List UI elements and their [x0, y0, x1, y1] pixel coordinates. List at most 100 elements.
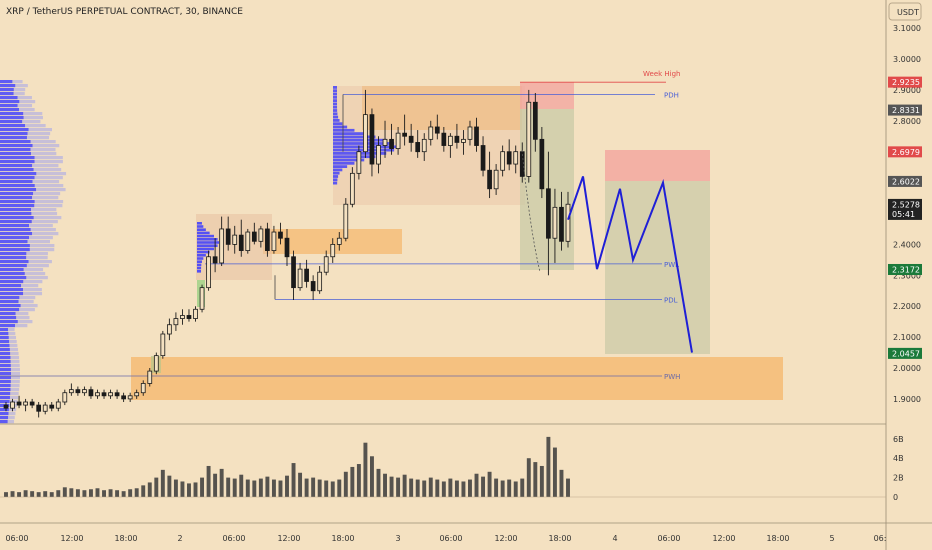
target-zone: [605, 181, 710, 354]
x-tick-label: 12:00: [60, 534, 83, 543]
volume-profile-bar: [0, 152, 31, 156]
volume-profile-bar: [19, 296, 36, 300]
volume-bar: [389, 476, 394, 497]
volume-bar: [239, 474, 244, 497]
volume-profile-bar: [0, 128, 29, 132]
x-tick-label: 18:00: [766, 534, 789, 543]
volume-tick-label: 2B: [893, 474, 904, 483]
volume-profile-bar: [0, 140, 31, 144]
volume-profile-bar: [19, 308, 35, 312]
candle-body: [206, 256, 211, 289]
volume-bar: [428, 477, 433, 497]
price-tag: [888, 198, 922, 220]
volume-profile-bar: [8, 328, 15, 332]
volume-profile-bar: [0, 144, 33, 148]
volume-profile-bar: [0, 308, 20, 312]
y-tick-label: 3.1000: [893, 24, 921, 33]
candle-body: [415, 142, 421, 153]
session-profile-bar: [197, 234, 214, 238]
volume-profile-bar: [0, 208, 31, 212]
volume-profile-bar: [26, 252, 48, 256]
volume-bar: [559, 469, 564, 497]
volume-profile-bar: [8, 416, 15, 420]
volume-profile-bar: [7, 420, 15, 424]
volume-bar: [324, 480, 329, 497]
volume-profile-bar: [0, 348, 10, 352]
session-profile-bar: [197, 231, 210, 235]
volume-profile-bar: [26, 256, 48, 260]
volume-bar: [167, 475, 172, 497]
volume-profile-bar: [0, 396, 10, 400]
volume-profile-bar: [0, 168, 34, 172]
volume-profile-bar: [0, 288, 24, 292]
volume-profile-bar: [0, 268, 24, 272]
volume-bar: [291, 463, 296, 497]
volume-profile-bar: [0, 228, 31, 232]
candle-body: [565, 203, 571, 242]
volume-bar: [363, 442, 368, 497]
candle-body: [121, 395, 126, 400]
volume-bar: [383, 473, 387, 497]
volume-profile-bar: [0, 108, 20, 112]
volume-bar: [415, 479, 420, 497]
volume-profile-bar: [0, 236, 30, 240]
candle-body: [500, 151, 506, 171]
volume-bar: [422, 480, 427, 497]
candle-body: [95, 392, 100, 397]
y-tick-label: 2.3000: [893, 271, 921, 280]
session-profile-bar: [333, 135, 376, 139]
volume-bar: [193, 482, 198, 497]
session-profile-bar: [333, 171, 340, 175]
candle-body: [265, 228, 270, 251]
stop-zone: [605, 150, 710, 181]
volume-profile-bar: [23, 280, 43, 284]
volume-bar: [350, 466, 355, 497]
price-tag-label: 2.9235: [892, 78, 920, 87]
order-block-zone: [362, 86, 522, 130]
volume-profile-bar: [0, 300, 19, 304]
volume-profile-bar: [0, 272, 25, 276]
candle-body: [493, 169, 499, 190]
volume-profile-bar: [0, 88, 14, 92]
volume-bar: [304, 478, 309, 497]
volume-profile-bar: [17, 96, 32, 100]
volume-profile-bar: [10, 384, 20, 388]
volume-profile-bar: [22, 120, 41, 124]
volume-bar: [56, 490, 61, 497]
volume-profile-bar: [0, 120, 23, 124]
volume-bar: [461, 481, 466, 497]
chart-title: XRP / TetherUS PERPETUAL CONTRACT, 30, B…: [6, 7, 243, 17]
volume-bar: [546, 436, 551, 497]
currency-button-frame[interactable]: [888, 2, 922, 21]
session-profile-bar: [333, 132, 365, 135]
price-tag-label: 2.6022: [892, 177, 920, 186]
volume-profile-bar: [0, 112, 24, 116]
candle-body: [480, 145, 486, 171]
session-profile-bar: [197, 222, 202, 225]
volume-bar: [278, 480, 283, 497]
candle-body: [147, 370, 153, 384]
volume-profile-bar: [19, 108, 35, 112]
volume-profile-bar: [10, 352, 19, 356]
volume-profile-bar: [30, 152, 57, 156]
volume-profile-bar: [17, 104, 33, 108]
session-profile-bar: [333, 155, 376, 159]
x-tick-label: 18:00: [548, 534, 571, 543]
price-tag: [888, 76, 922, 88]
candle-body: [434, 126, 440, 134]
volume-tick-label: 4B: [893, 454, 904, 463]
volume-profile-bar: [29, 236, 53, 240]
volume-bar: [115, 490, 120, 497]
volume-profile-bar: [13, 92, 25, 96]
volume-bar: [285, 475, 289, 497]
volume-profile-bar: [23, 288, 42, 292]
currency-button[interactable]: USDT: [888, 2, 922, 21]
volume-bar: [219, 468, 224, 497]
volume-profile-bar: [31, 220, 58, 224]
currency-label[interactable]: USDT: [897, 8, 919, 17]
volume-profile-bar: [0, 392, 11, 396]
volume-bar: [82, 490, 87, 497]
session-profile-bar: [333, 95, 338, 99]
candle-body: [408, 135, 414, 143]
